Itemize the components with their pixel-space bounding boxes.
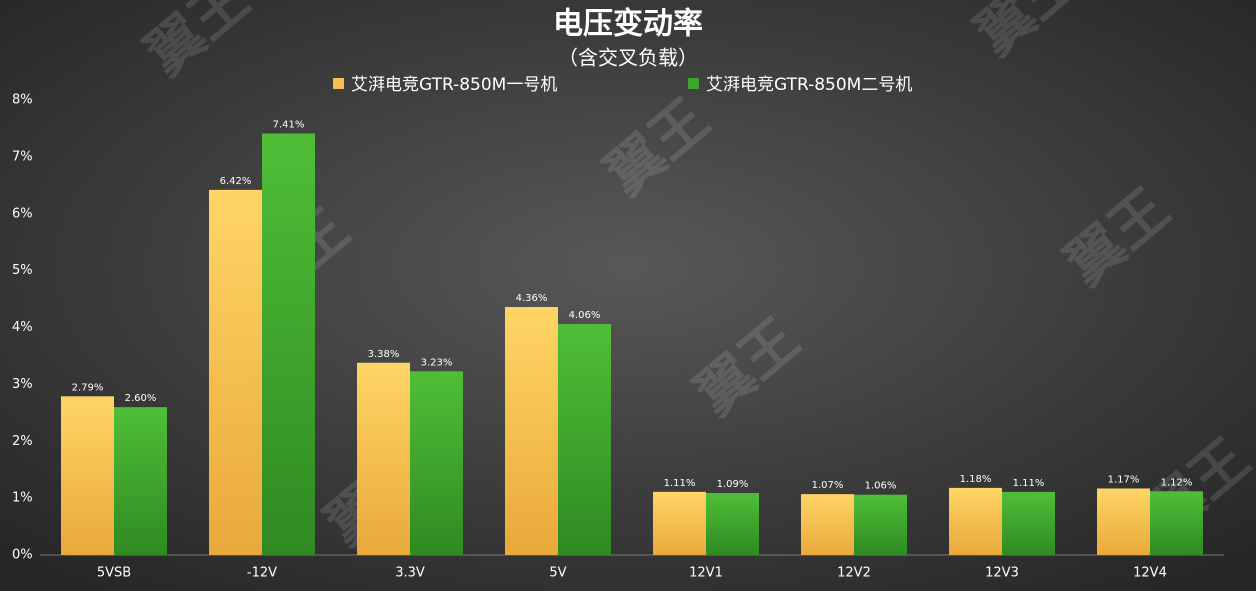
value-label: 1.12% — [1161, 477, 1193, 488]
value-label: 1.17% — [1108, 474, 1140, 485]
chart-title: 电压变动率 — [553, 7, 703, 42]
value-label: 1.06% — [865, 481, 897, 492]
value-label: 2.60% — [125, 393, 157, 404]
bar — [209, 189, 262, 556]
legend-swatch — [333, 78, 344, 89]
bar — [1097, 488, 1150, 555]
x-tick-label: -12V — [247, 566, 277, 581]
y-tick-label: 8% — [12, 93, 33, 108]
legend-swatch — [688, 78, 699, 89]
value-label: 2.79% — [72, 382, 104, 393]
value-label: 1.07% — [812, 480, 844, 491]
bar — [357, 362, 410, 555]
value-label: 3.38% — [368, 349, 400, 360]
legend-label: 艾湃电竞GTR-850M一号机 — [351, 75, 557, 95]
value-label: 3.23% — [421, 357, 453, 368]
value-label: 7.41% — [273, 120, 305, 131]
x-tick-label: 3.3V — [395, 566, 425, 581]
bar — [949, 487, 1002, 555]
y-tick-label: 6% — [12, 206, 33, 221]
value-label: 1.09% — [717, 479, 749, 490]
bar — [653, 491, 706, 555]
x-tick-label: 5V — [549, 566, 566, 581]
bar — [854, 494, 907, 555]
y-tick-label: 1% — [12, 491, 33, 506]
bar — [706, 493, 759, 555]
x-tick-label: 12V3 — [985, 566, 1019, 581]
value-label: 1.18% — [960, 474, 992, 485]
x-tick-label: 12V4 — [1133, 566, 1167, 581]
value-label: 1.11% — [664, 478, 696, 489]
bar — [114, 407, 167, 555]
y-tick-label: 7% — [12, 149, 33, 164]
x-tick-label: 12V2 — [837, 566, 871, 581]
bar — [558, 324, 611, 555]
bar — [262, 133, 315, 555]
x-tick-label: 5VSB — [97, 566, 131, 581]
bar — [61, 396, 114, 555]
y-tick-label: 0% — [12, 548, 33, 563]
value-label: 1.11% — [1013, 478, 1045, 489]
y-tick-label: 5% — [12, 263, 33, 278]
value-label: 6.42% — [220, 176, 252, 187]
bar — [410, 371, 463, 555]
bar — [505, 307, 558, 555]
bar — [1002, 491, 1055, 555]
value-label: 4.06% — [569, 310, 601, 321]
y-tick-label: 2% — [12, 434, 33, 449]
y-tick-label: 3% — [12, 377, 33, 392]
bar — [1150, 491, 1203, 555]
x-tick-label: 12V1 — [689, 566, 723, 581]
chart-subtitle: （含交叉负载） — [558, 46, 698, 70]
legend-label: 艾湃电竞GTR-850M二号机 — [706, 75, 912, 95]
y-tick-label: 4% — [12, 320, 33, 335]
bar — [801, 494, 854, 555]
value-label: 4.36% — [516, 293, 548, 304]
